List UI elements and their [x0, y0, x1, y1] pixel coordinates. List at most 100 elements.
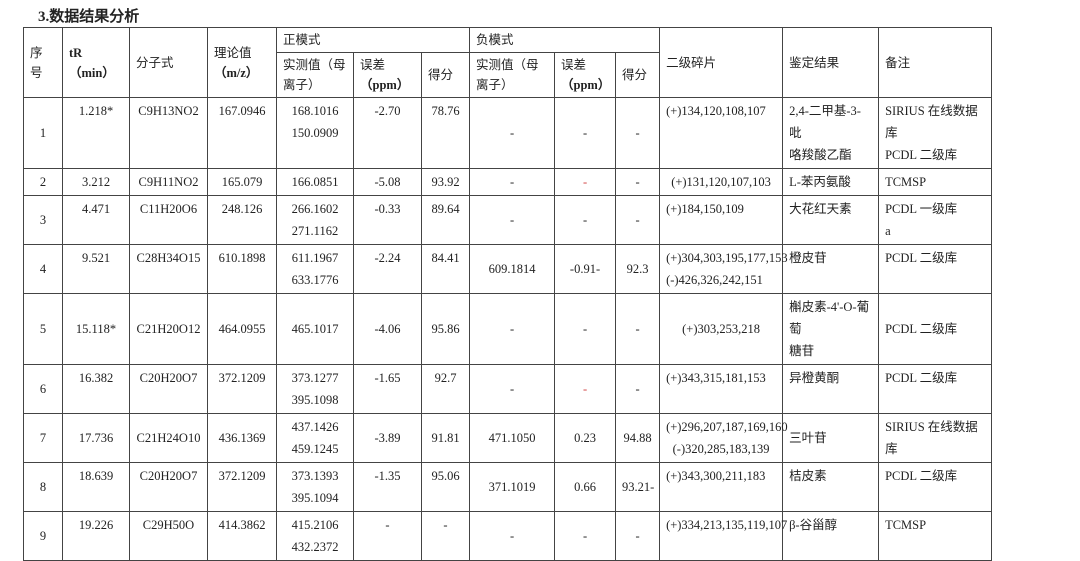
tr-cell: 17.736	[62, 413, 130, 463]
pos-measured-cell-line: 168.1016	[291, 104, 339, 118]
fragments-cell-line: (+)343,315,181,153	[666, 371, 766, 385]
pos-error-cell: -1.65	[353, 364, 422, 414]
neg-measured-cell: 371.1019	[469, 462, 556, 512]
theoretical-cell: 414.3862	[207, 511, 277, 561]
remarks-cell-line: TCMSP	[885, 175, 927, 189]
header-row-2: 实测值（母 离子） 误差 （ppm） 得分 实测值（母 离子） 误差 （ppm） 得分	[24, 52, 992, 98]
pos-measured-cell-line: 266.1602	[291, 202, 339, 216]
pos-error-cell: -2.24	[353, 244, 422, 294]
remarks-cell-line: SIRIUS 在线数据库	[885, 420, 978, 456]
pos-score-cell: 84.41	[420, 244, 471, 294]
formula-cell: C20H20O7	[129, 364, 208, 414]
neg-score-cell: 92.3	[615, 244, 661, 294]
pos-measured-cell: 373.1277 395.1098	[276, 364, 354, 414]
pos-error-cell: -0.33	[353, 195, 422, 245]
neg-error-cell: -	[554, 293, 617, 365]
remarks-cell-line: PCDL 二级库	[885, 251, 958, 265]
seq-cell: 3	[23, 195, 63, 245]
pos-score-cell: 95.06	[420, 462, 471, 512]
table-row: 9 19.226 C29H50O 414.3862 415.2106 432.2372- -…	[23, 511, 993, 561]
fragments-cell-line: (-)320,285,183,139	[672, 442, 770, 456]
seq-cell: 5	[23, 293, 63, 365]
pos-score-cell: 78.76	[420, 97, 471, 169]
identification-cell: L-苯丙氨酸	[782, 168, 880, 196]
header-pos-measured: 实测值（母离子）	[276, 52, 354, 98]
table-row: 5 15.118* C21H20O12 464.0955 465.1017 -4.06 95…	[23, 293, 993, 365]
neg-measured-cell: 609.1814	[469, 244, 556, 294]
neg-measured-cell: -	[469, 511, 556, 561]
table-row: 1 1.218* C9H13NO2 167.0946 168.1016 150.0909-…	[23, 97, 993, 169]
header-formula: 分子式	[129, 27, 208, 98]
identification-cell: 槲皮素-4'-O-葡萄 糖苷	[782, 293, 880, 365]
theoretical-cell: 372.1209	[207, 462, 277, 512]
neg-error-cell: -	[554, 97, 617, 169]
pos-measured-cell: 437.1426 459.1245	[276, 413, 354, 463]
identification-cell-line: L-苯丙氨酸	[789, 175, 851, 189]
pos-measured-cell-line: 166.0851	[291, 175, 339, 189]
identification-cell: 三叶苷	[782, 413, 880, 463]
header-neg-error: 误差 （ppm）	[554, 52, 617, 98]
identification-cell-line: 咯羧酸乙酯	[789, 148, 852, 162]
pos-measured-cell-line: 633.1776	[291, 273, 339, 287]
neg-error-cell: 0.66	[554, 462, 617, 512]
neg-score-cell: -	[615, 364, 661, 414]
fragments-cell-line: (+)131,120,107,103	[671, 175, 771, 189]
pos-error-cell: -5.08	[353, 168, 422, 196]
pos-measured-cell: 168.1016 150.0909	[276, 97, 354, 169]
remarks-cell: PCDL 一级库 a	[878, 195, 993, 245]
header-neg-score: 得分	[615, 52, 661, 98]
header-identification: 鉴定结果	[782, 27, 880, 98]
header-pos-score: 得分	[420, 52, 471, 98]
pos-measured-cell-line: 395.1098	[291, 393, 339, 407]
identification-cell: 橙皮苷	[782, 244, 880, 294]
fragments-cell: (+)343,300,211,183	[659, 462, 784, 512]
remarks-cell-line: a	[885, 224, 891, 238]
seq-cell: 1	[23, 97, 63, 169]
theoretical-cell: 165.079	[207, 168, 277, 196]
pos-score-cell: 91.81	[420, 413, 471, 463]
tr-cell: 4.471	[62, 195, 130, 245]
header-neg-measured: 实测值（母 离子）	[469, 52, 556, 98]
fragments-cell-line: (-)426,326,242,151	[666, 273, 763, 287]
header-line: 实测值（母	[283, 58, 346, 72]
pos-score-cell: 95.86	[420, 293, 471, 365]
header-theo-line: （m/z）	[214, 65, 259, 80]
fragments-cell: (+)184,150,109	[659, 195, 784, 245]
remarks-cell-line: PCDL 二级库	[885, 469, 958, 483]
identification-cell-line: 桔皮素	[789, 469, 827, 483]
seq-cell: 4	[23, 244, 63, 294]
neg-score-cell: -	[615, 97, 661, 169]
remarks-cell: TCMSP	[878, 511, 993, 561]
fragments-cell: (+)304,303,195,177,153 (-)426,326,242,151	[659, 244, 788, 294]
fragments-cell-line: (+)303,253,218	[682, 322, 760, 336]
remarks-cell: PCDL 二级库	[878, 293, 993, 365]
header-positive-mode: 正模式	[275, 27, 471, 53]
remarks-cell-line: SIRIUS 在线数据库	[885, 104, 978, 140]
header-fragments: 二级碎片	[659, 27, 784, 98]
identification-cell-line: 糖苷	[789, 344, 815, 358]
pos-measured-cell-line: 373.1393	[291, 469, 339, 483]
neg-error-cell: -	[554, 364, 617, 414]
theoretical-cell: 464.0955	[207, 293, 277, 365]
header-row-1: 序号 tR （min） 分子式 理论值 （m/z） 正模式 负模式 二级碎片 鉴定结…	[23, 27, 993, 98]
header-theo-line: 理论值	[214, 45, 252, 60]
neg-measured-cell: -	[469, 97, 556, 169]
theoretical-cell: 248.126	[207, 195, 277, 245]
results-table: 序号 tR （min） 分子式 理论值 （m/z） 正模式 负模式 二级碎片 鉴定结…	[23, 27, 993, 561]
remarks-cell: PCDL 二级库	[878, 364, 993, 414]
identification-cell-line: β-谷甾醇	[789, 518, 838, 532]
pos-measured-cell-line: 395.1094	[291, 491, 339, 505]
pos-score-cell: 89.64	[420, 195, 471, 245]
table-row: 6 16.382 C20H20O7 372.1209 373.1277 395.1098-…	[23, 364, 993, 414]
neg-measured-cell: 471.1050	[469, 413, 556, 463]
identification-cell-line: 2,4-二甲基-3-吡	[789, 104, 861, 140]
theoretical-cell: 610.1898	[207, 244, 277, 294]
fragments-cell: (+)303,253,218	[659, 293, 784, 365]
fragments-cell-line: (+)296,207,187,169,160	[666, 420, 788, 434]
pos-measured-cell-line: 459.1245	[291, 442, 339, 456]
remarks-cell: SIRIUS 在线数据库	[878, 413, 993, 463]
seq-cell: 9	[23, 511, 63, 561]
header-line: 离子）	[283, 78, 321, 92]
identification-cell: 异橙黄酮	[782, 364, 880, 414]
header-seq-line: 号	[30, 65, 43, 80]
